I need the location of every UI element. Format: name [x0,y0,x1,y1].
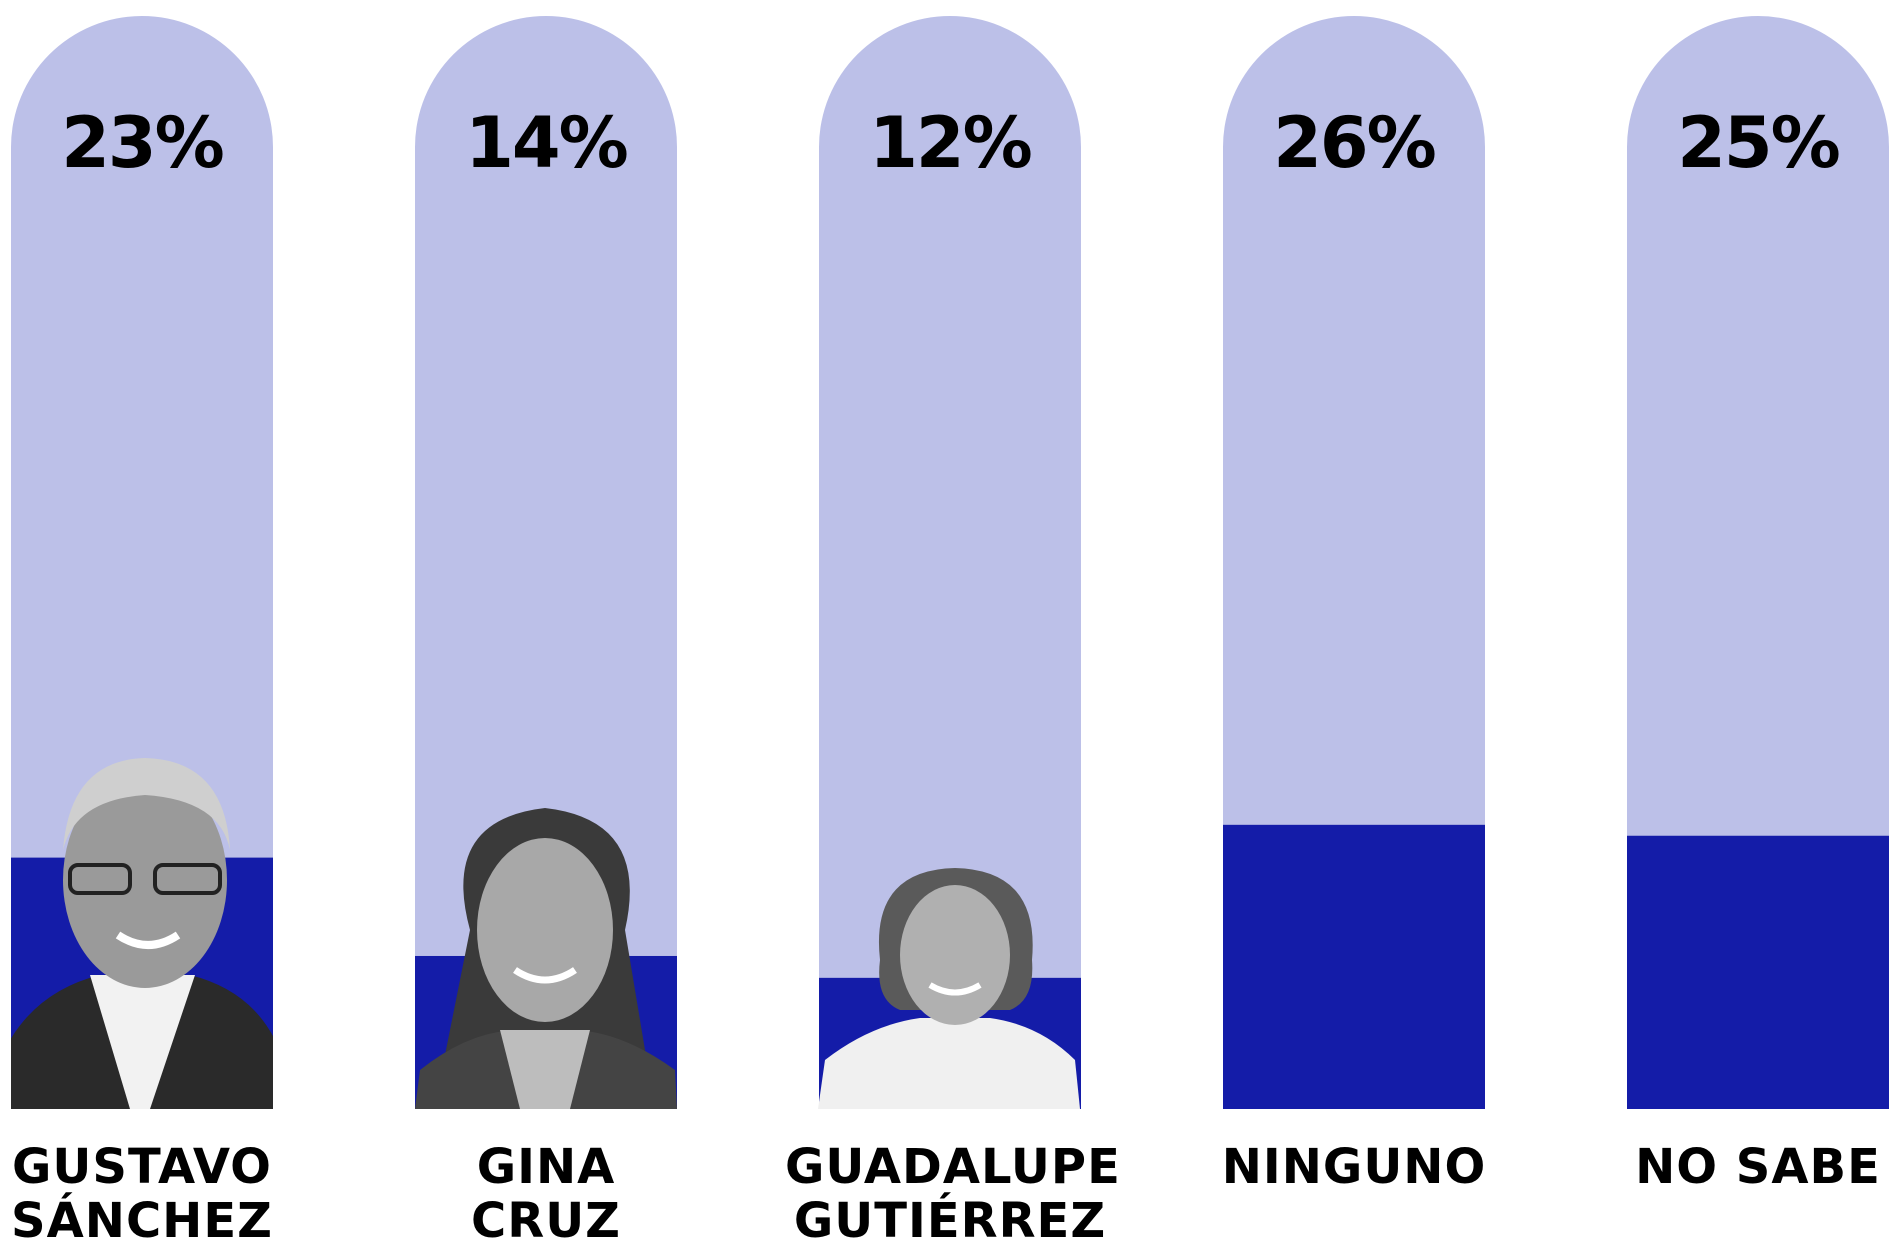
bar-track [819,16,1081,1109]
category-label: GINA CRUZ [471,1139,621,1243]
photos [11,758,1080,1109]
bar [1223,824,1485,1109]
bar [1627,835,1889,1109]
category-label: GUADALUPE GUTIÉRREZ [785,1139,1121,1243]
value-label: 23% [61,102,223,184]
category-label: NO SABE [1635,1139,1881,1195]
category-label: NINGUNO [1221,1139,1487,1195]
value-label: 26% [1273,102,1435,184]
value-label: 25% [1677,102,1839,184]
candidate-photo [818,868,1080,1109]
value-label: 14% [465,102,627,184]
category-label: GUSTAVO SÁNCHEZ [11,1139,273,1243]
candidate-photo [415,808,677,1109]
candidate-photo [11,758,273,1109]
value-label: 12% [869,102,1031,184]
